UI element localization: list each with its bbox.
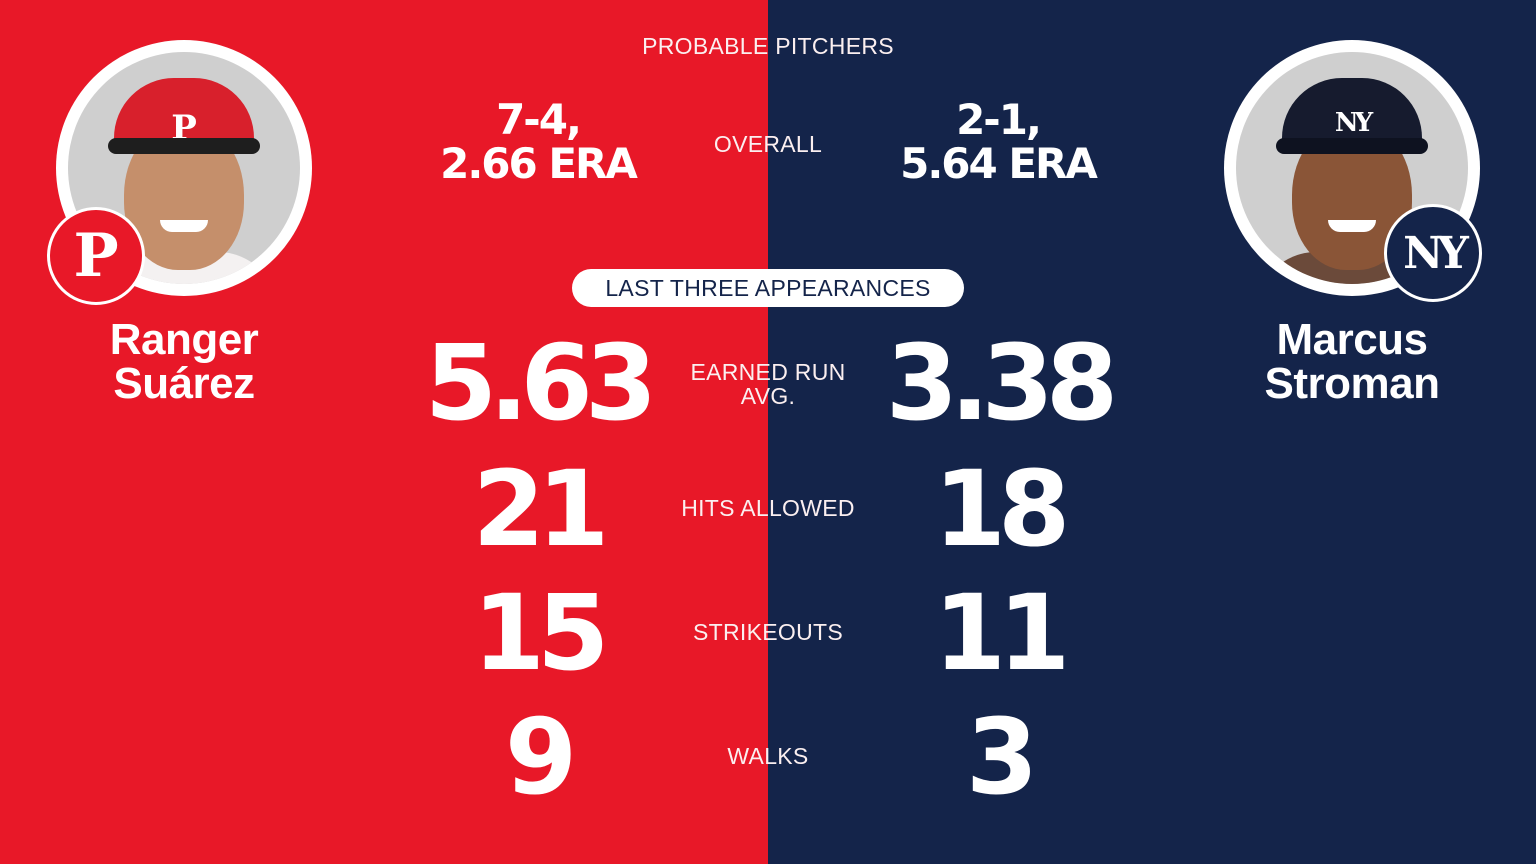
smile: [1328, 220, 1376, 232]
walks-left-value: 9: [504, 696, 577, 818]
era-label: EARNED RUN AVG.: [568, 360, 968, 408]
overall-era: 5.64 ERA: [900, 139, 1098, 188]
hits-left-value: 21: [472, 448, 610, 570]
last-name: Suárez: [113, 359, 255, 408]
walks-right-value: 3: [965, 696, 1038, 818]
overall-era: 2.66 ERA: [440, 139, 638, 188]
probable-pitchers-heading: PROBABLE PITCHERS: [642, 33, 894, 59]
overall-label: OVERALL: [713, 131, 823, 157]
era-left-value: 5.63: [424, 322, 658, 444]
last-three-appearances-pill: LAST THREE APPEARANCES: [572, 269, 964, 307]
hits-allowed-label: HITS ALLOWED: [681, 495, 855, 521]
walks-label: WALKS: [727, 743, 809, 769]
overall-left: 7-4, 2.66 ERA: [388, 98, 688, 186]
overall-record: 2-1,: [956, 95, 1042, 144]
yankees-logo-icon: NY: [1384, 204, 1482, 302]
first-name: Ranger: [109, 315, 259, 364]
last-name: Stroman: [1264, 359, 1440, 408]
strikeouts-label: STRIKEOUTS: [693, 619, 843, 645]
hits-right-value: 18: [933, 448, 1071, 570]
label-line: AVG.: [740, 383, 796, 409]
cap-brim: [1276, 138, 1428, 154]
pitcher-name-right: Marcus Stroman: [1202, 318, 1502, 406]
label-line: EARNED RUN: [690, 359, 846, 385]
first-name: Marcus: [1276, 315, 1428, 364]
strikeouts-left-value: 15: [472, 572, 610, 694]
phillies-logo-icon: P: [47, 207, 145, 305]
overall-right: 2-1, 5.64 ERA: [848, 98, 1148, 186]
cap-brim: [108, 138, 260, 154]
cap-logo-icon: NY: [1334, 108, 1373, 138]
overall-record: 7-4,: [496, 95, 582, 144]
era-right-value: 3.38: [885, 322, 1119, 444]
strikeouts-right-value: 11: [933, 572, 1071, 694]
pitcher-name-left: Ranger Suárez: [34, 318, 334, 406]
smile: [160, 220, 208, 232]
